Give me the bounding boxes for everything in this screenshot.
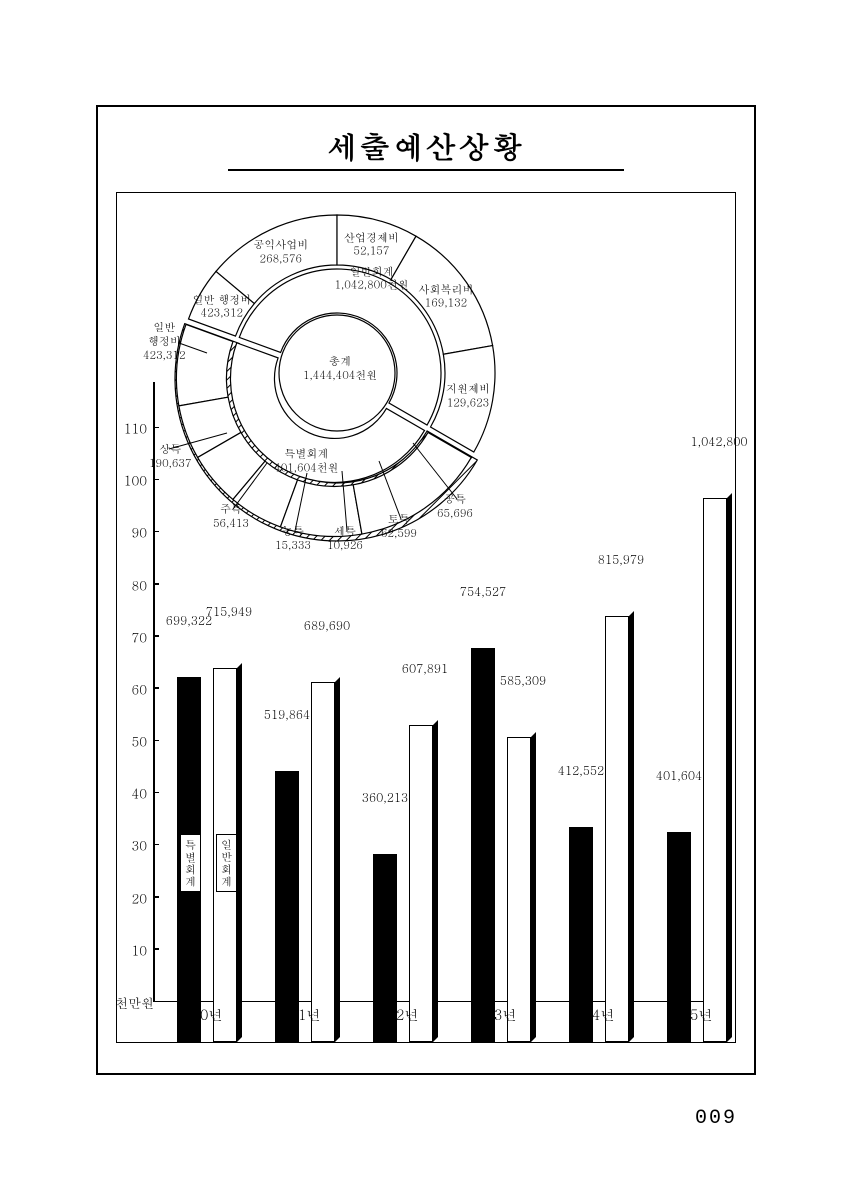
bar-value: 401,604 (656, 767, 702, 784)
y-tick-mark (153, 531, 159, 533)
bar-special-account (275, 771, 299, 1042)
y-tick-mark (153, 844, 159, 846)
bar-special-account (471, 648, 495, 1042)
chart-area: 총계 1,444,404천원 일반회계1,042,800천원특별회계401,60… (116, 192, 736, 1043)
donut-ring1-label: 일반회계1,042,800천원 (334, 265, 408, 293)
bar-value: 607,891 (402, 660, 448, 677)
bar-general-account (409, 725, 433, 1042)
legend-special-account: 특별회계 (180, 834, 201, 892)
y-tick-label: 40 (132, 784, 148, 803)
bar-chart: 천만원 699,322715,94970년특별회계일반회계519,864689,… (117, 362, 735, 1042)
y-tick-label: 100 (124, 471, 147, 490)
bar-value: 360,213 (362, 789, 408, 806)
bar-value: 689,690 (304, 617, 350, 634)
y-tick-label: 80 (132, 575, 148, 594)
y-tick-mark (153, 687, 159, 689)
bar-value: 1,042,800 (690, 433, 747, 450)
y-axis (153, 382, 155, 1002)
y-tick-label: 30 (132, 836, 148, 855)
y-tick-label: 50 (132, 732, 148, 751)
y-tick-label: 60 (132, 679, 148, 698)
donut-ring2-label: 일반 행정비423,312 (192, 293, 251, 321)
x-category: 73년 (486, 1004, 517, 1024)
y-tick-mark (153, 583, 159, 585)
bar-value: 754,527 (460, 583, 506, 600)
donut-ring2-label: 산업경제비52,157 (344, 231, 399, 259)
bar-general-account (507, 737, 531, 1042)
donut-ring2-label: 사회복리비169,132 (418, 283, 473, 311)
y-axis-unit: 천만원 (115, 993, 154, 1012)
y-tick-label: 90 (132, 523, 148, 542)
page-number: 009 (695, 1107, 737, 1130)
x-category: 72년 (388, 1004, 419, 1024)
x-category: 75년 (682, 1004, 713, 1024)
y-tick-mark (153, 479, 159, 481)
donut-callout: 일반행정비423,312 (143, 321, 186, 362)
bar-value: 585,309 (500, 672, 546, 689)
y-tick-mark (153, 427, 159, 429)
bar-general-account (703, 498, 727, 1042)
y-tick-mark (153, 740, 159, 742)
bar-value: 715,949 (206, 603, 252, 620)
bar-value: 815,979 (598, 551, 644, 568)
y-tick-label: 10 (132, 940, 148, 959)
y-tick-label: 20 (132, 888, 148, 907)
bar-value: 412,552 (558, 762, 604, 779)
page-title: 세출예산상황 (98, 125, 754, 167)
x-category: 71년 (290, 1004, 321, 1024)
bar-general-account (605, 616, 629, 1042)
y-tick-label: 110 (124, 419, 147, 438)
y-tick-label: 70 (132, 627, 148, 646)
y-tick-mark (153, 635, 159, 637)
legend-general-account: 일반회계 (216, 834, 237, 892)
y-tick-mark (153, 896, 159, 898)
bar-general-account (311, 682, 335, 1042)
donut-ring2-label: 공익사업비268,576 (253, 239, 308, 267)
title-underline (228, 169, 624, 171)
x-category: 74년 (584, 1004, 615, 1024)
y-tick-mark (153, 792, 159, 794)
y-tick-mark (153, 948, 159, 950)
bar-value: 519,864 (264, 706, 310, 723)
x-category: 70년 (192, 1004, 223, 1024)
